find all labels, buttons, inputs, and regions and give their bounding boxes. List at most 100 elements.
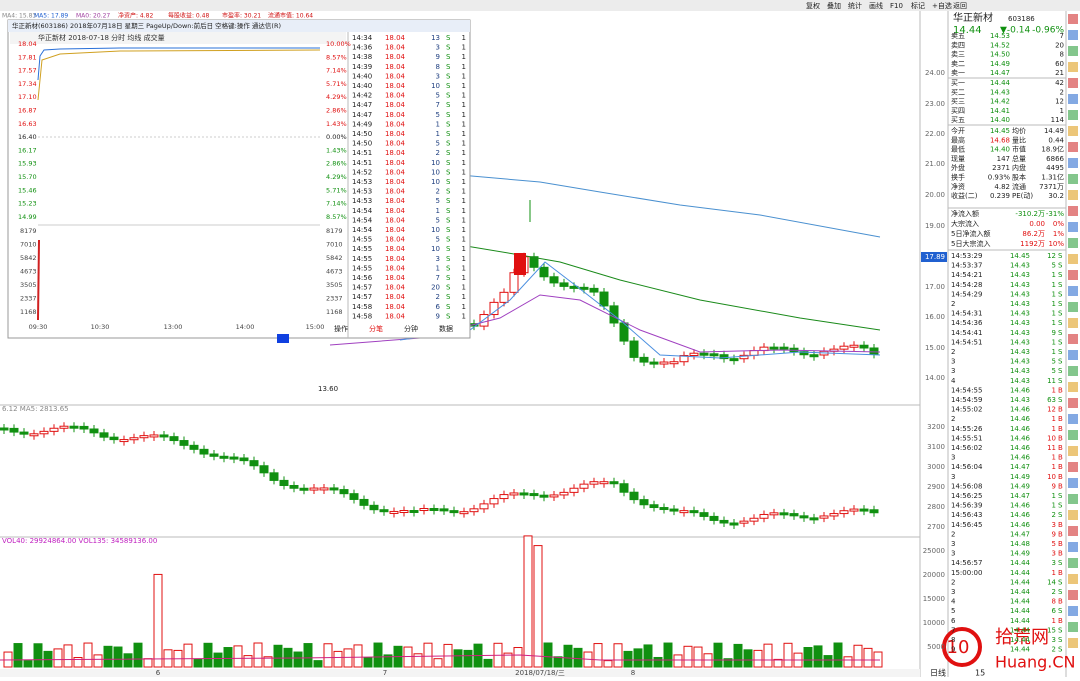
candle [579,483,589,489]
toolbar-button[interactable]: 画线 [869,1,883,10]
candle [679,355,689,363]
candle [309,487,319,491]
side-icon[interactable] [1068,206,1078,216]
volume-bar [763,643,773,668]
trade-time: 7 [951,626,955,634]
trade-volume: 1 [1052,502,1056,510]
trade-side: S [1058,626,1063,634]
tick-count: 1 [462,312,466,320]
trade-price: 14.46 [1010,502,1031,510]
stat-value: 4.82 [994,183,1010,191]
side-icon[interactable] [1068,270,1078,280]
volume-bar [613,643,623,668]
toolbar-button[interactable]: 叠加 [827,1,841,10]
trade-volume: 63 [1047,396,1056,404]
popup-tab[interactable]: 数据 [439,324,453,333]
side-icon[interactable] [1068,558,1078,568]
volume-bar [653,656,663,668]
side-icon[interactable] [1068,462,1078,472]
side-icon[interactable] [1068,526,1078,536]
tick-count: 1 [462,284,466,292]
stat-value: 30.2 [1048,192,1064,200]
side-icon[interactable] [1068,110,1078,120]
volume-bar [93,654,103,668]
stat-label: 今开 [951,126,965,135]
trade-price: 14.44 [1010,569,1031,577]
trade-time: 2 [951,578,955,586]
side-icon[interactable] [1068,494,1078,504]
tick-time: 14:53 [352,178,372,186]
toolbar-button[interactable]: +自选 [932,1,952,10]
side-icon[interactable] [1068,78,1078,88]
side-icon[interactable] [1068,590,1078,600]
side-icon[interactable] [1068,478,1078,488]
trade-volume: 1 [1052,415,1056,423]
candle [139,435,149,439]
toolbar-button[interactable]: 返回 [953,2,967,10]
price-axis-label: 22.00 [925,130,945,138]
trade-volume: 1 [1052,569,1056,577]
side-icon[interactable] [1068,622,1078,632]
side-icon[interactable] [1068,14,1078,24]
side-icon[interactable] [1068,190,1078,200]
side-icon[interactable] [1068,606,1078,616]
side-icon[interactable] [1068,174,1078,184]
popup-tab[interactable]: 操作 [334,324,348,333]
candle [839,510,849,515]
trade-price: 14.46 [1010,434,1031,442]
popup-price-label: 15.23 [18,200,37,208]
side-icon[interactable] [1068,510,1078,520]
side-icon[interactable] [1068,142,1078,152]
popup-volume-label: 2337 [20,295,37,303]
side-icon[interactable] [1068,302,1078,312]
stat-label: 股本 [1012,173,1026,182]
volume-bar [643,644,653,668]
side-icon[interactable] [1068,638,1078,648]
side-icon[interactable] [1068,222,1078,232]
side-icon[interactable] [1068,446,1078,456]
side-icon[interactable] [1068,542,1078,552]
flow-label: 大宗流入 [951,219,979,228]
popup-tab[interactable]: 分笔 [369,324,383,333]
side-icon[interactable] [1068,62,1078,72]
side-icon[interactable] [1068,238,1078,248]
side-icon[interactable] [1068,366,1078,376]
trade-time: 8 [951,636,955,644]
side-icon[interactable] [1068,254,1078,264]
side-icon[interactable] [1068,158,1078,168]
toolbar-button[interactable]: 统计 [848,1,862,10]
side-icon[interactable] [1068,318,1078,328]
side-icon[interactable] [1068,334,1078,344]
candle [489,301,499,316]
volume-bar [353,644,363,668]
candle [289,484,299,489]
tick-price: 18.04 [385,149,406,157]
side-icon[interactable] [1068,574,1078,584]
trade-side: S [1058,338,1063,346]
side-icon[interactable] [1068,94,1078,104]
date-label: 7 [383,669,387,677]
popup-tab[interactable]: 分钟 [404,324,418,333]
side-icon[interactable] [1068,286,1078,296]
side-icon[interactable] [1068,382,1078,392]
side-icon[interactable] [1068,126,1078,136]
candle [739,354,749,360]
side-icon[interactable] [1068,350,1078,360]
side-icon[interactable] [1068,414,1078,424]
toolbar-button[interactable]: 复权 [806,1,820,10]
stat-label: PE(动) [1012,191,1033,200]
stat-label: 换手 [951,173,965,182]
trade-volume: 14 [1047,578,1056,586]
book-label: 卖三 [951,51,965,59]
trade-time: 4 [951,377,956,385]
side-icon[interactable] [1068,430,1078,440]
tick-time: 14:40 [352,72,372,80]
side-icon[interactable] [1068,30,1078,40]
trade-volume: 1 [1052,425,1056,433]
toolbar-button[interactable]: F10 [890,2,903,10]
toolbar-button[interactable]: 标记 [911,1,925,10]
tick-time: 14:47 [352,101,372,109]
side-icon[interactable] [1068,46,1078,56]
side-icon[interactable] [1068,398,1078,408]
logo [942,627,982,667]
